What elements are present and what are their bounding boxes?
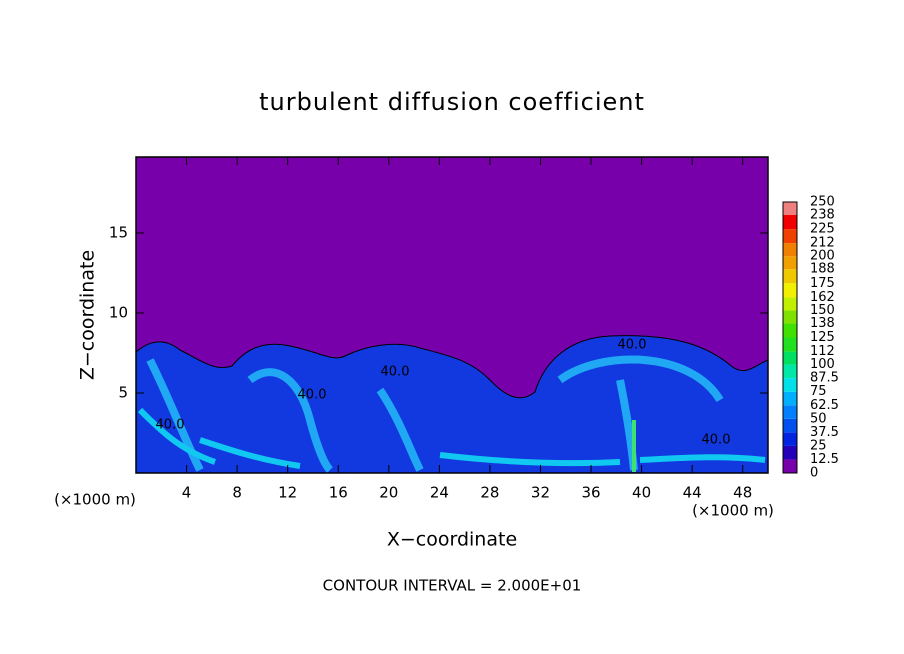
x-tick-label: 28 <box>480 484 499 502</box>
colorbar-cell <box>783 256 797 270</box>
x-tick-label: 8 <box>232 484 242 502</box>
x-tick-label: 24 <box>430 484 449 502</box>
plume-core <box>632 420 636 472</box>
x-unit: (×1000 m) <box>692 502 774 520</box>
colorbar-label: 50 <box>810 411 827 426</box>
colorbar-cell <box>783 283 797 298</box>
colorbar-cell <box>783 364 797 379</box>
colorbar-label: 25 <box>810 438 827 453</box>
turbulent-region <box>135 335 769 474</box>
colorbar-label: 250 <box>810 195 835 210</box>
colorbar-label: 175 <box>810 276 835 291</box>
colorbar-cell <box>783 405 797 419</box>
streaks-light <box>137 407 766 469</box>
colorbar-cell <box>783 418 797 433</box>
colorbar-label: 188 <box>810 262 835 277</box>
colorbar-cell <box>783 459 797 473</box>
y-axis-label: Z−coordinate <box>77 250 99 380</box>
colorbar-label: 75 <box>810 384 827 399</box>
colorbar-cell <box>783 445 797 460</box>
colorbar-cell <box>783 269 797 284</box>
colorbar-label: 112 <box>810 344 835 359</box>
colorbar-cell <box>783 243 797 257</box>
colorbar-label: 0 <box>810 466 818 481</box>
x-tick-label: 44 <box>683 484 702 502</box>
colorbar-cell <box>783 229 797 244</box>
plot-frame <box>135 156 769 474</box>
colorbar-label: 238 <box>810 208 835 223</box>
colorbar-cell <box>783 323 797 338</box>
field <box>135 157 769 474</box>
y-tick-label: 15 <box>109 224 128 242</box>
colorbar-cell <box>783 391 797 406</box>
contour-label: 40.0 <box>381 365 410 380</box>
colorbar-label: 87.5 <box>810 371 839 386</box>
colorbar-cell <box>783 297 797 311</box>
x-tick-label: 12 <box>278 484 297 502</box>
colorbar-frame <box>782 201 798 474</box>
colorbar-cell <box>783 351 797 365</box>
colorbar-label: 125 <box>810 330 835 345</box>
x-axis-label: X−coordinate <box>387 529 517 551</box>
colorbar-label: 12.5 <box>810 452 839 467</box>
y-tick-label: 5 <box>118 384 128 402</box>
y-unit: (×1000 m) <box>54 491 136 509</box>
colorbar-cell <box>783 432 797 446</box>
contour-label: 40.0 <box>298 388 327 403</box>
colorbar-label: 212 <box>810 236 835 251</box>
colorbar-cell <box>783 202 797 216</box>
colorbar-label: 138 <box>810 316 835 331</box>
y-tick-label: 10 <box>109 304 128 322</box>
colorbar-label: 200 <box>810 249 835 264</box>
streaks <box>146 355 724 473</box>
x-tick-label: 36 <box>581 484 600 502</box>
x-tick-label: 48 <box>733 484 752 502</box>
colorbar-label: 100 <box>810 357 835 372</box>
colorbar-label: 62.5 <box>810 398 839 413</box>
contour-label: 40.0 <box>702 433 731 448</box>
x-tick-label: 20 <box>379 484 398 502</box>
colorbar-cell <box>783 310 797 324</box>
x-tick-label: 40 <box>632 484 651 502</box>
colorbar-cell <box>783 215 797 230</box>
x-tick-label: 4 <box>182 484 192 502</box>
colorbar-label: 162 <box>810 290 835 305</box>
x-tick-label: 32 <box>531 484 550 502</box>
colorbar-label: 37.5 <box>810 425 839 440</box>
contour-label: 40.0 <box>156 418 185 433</box>
colorbar-label: 150 <box>810 303 835 318</box>
x-tick-label: 16 <box>329 484 348 502</box>
colorbar-label: 225 <box>810 222 835 237</box>
colorbar-cell <box>783 337 797 352</box>
chart-title: turbulent diffusion coefficient <box>259 88 645 116</box>
footer: CONTOUR INTERVAL = 2.000E+01 <box>323 577 582 595</box>
contour-label: 40.0 <box>618 338 647 353</box>
colorbar-cell <box>783 378 797 392</box>
